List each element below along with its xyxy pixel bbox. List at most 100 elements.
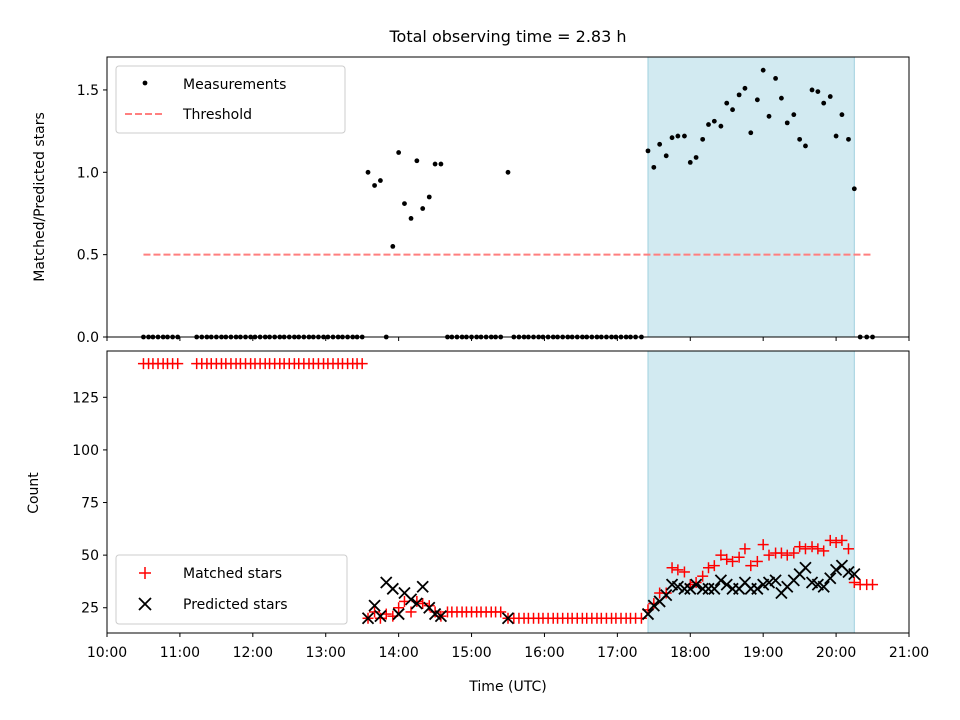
predicted-star-marker bbox=[714, 574, 728, 587]
matched-star-marker bbox=[666, 562, 678, 574]
measurement-point bbox=[505, 169, 511, 175]
measurement-point bbox=[365, 169, 371, 175]
matched-star-marker bbox=[374, 612, 386, 624]
x-tick-label: 11:00 bbox=[160, 645, 200, 661]
legend-measurements-marker bbox=[142, 80, 148, 86]
x-tick-label: 15:00 bbox=[451, 645, 491, 661]
measurement-point bbox=[724, 100, 730, 106]
measurement-point bbox=[420, 206, 426, 211]
measurement-point bbox=[687, 160, 693, 165]
measurement-point bbox=[651, 164, 657, 170]
count-legend-box bbox=[115, 554, 348, 625]
y-tick-label: 50 bbox=[81, 548, 99, 564]
ratio-legend: Measurements Threshold bbox=[115, 65, 346, 134]
measurement-point bbox=[736, 92, 742, 98]
measurement-point bbox=[773, 76, 778, 81]
measurement-point bbox=[675, 133, 681, 139]
measurement-point bbox=[760, 67, 766, 73]
measurement-point bbox=[827, 94, 833, 99]
predicted-star-marker bbox=[848, 567, 861, 581]
predicted-star-marker bbox=[368, 599, 381, 612]
matched-star-marker bbox=[393, 602, 405, 614]
measurement-point bbox=[378, 178, 383, 183]
matched-star-marker bbox=[697, 570, 709, 582]
matched-star-marker bbox=[794, 541, 806, 553]
matched-star-marker bbox=[721, 553, 733, 565]
matched-star-marker bbox=[635, 612, 647, 624]
measurement-point bbox=[839, 112, 845, 118]
measurement-point bbox=[663, 153, 669, 159]
measurement-point bbox=[754, 97, 760, 103]
matched-star-marker bbox=[818, 545, 830, 557]
measurement-point bbox=[711, 118, 717, 124]
matched-star-marker bbox=[733, 551, 745, 563]
y-tick-label: 1.0 bbox=[77, 165, 99, 181]
measurement-point bbox=[426, 194, 432, 200]
x-tick-label: 12:00 bbox=[233, 645, 273, 661]
legend-predicted-label: Predicted stars bbox=[183, 597, 288, 613]
matched-star-marker bbox=[788, 547, 800, 559]
matched-star-marker bbox=[781, 549, 793, 561]
predicted-star-marker bbox=[702, 582, 715, 595]
predicted-star-marker bbox=[404, 593, 418, 606]
matched-star-marker bbox=[757, 539, 769, 551]
matched-star-marker bbox=[836, 534, 848, 546]
predicted-star-marker bbox=[817, 580, 830, 593]
matched-star-marker bbox=[824, 534, 836, 546]
matched-star-marker bbox=[417, 598, 429, 610]
predicted-star-marker bbox=[392, 607, 405, 621]
matched-star-marker bbox=[799, 543, 811, 555]
matched-star-marker bbox=[848, 576, 860, 588]
measurement-point bbox=[432, 161, 438, 167]
measurement-point bbox=[402, 201, 407, 206]
measurement-point bbox=[700, 136, 706, 142]
matched-star-marker bbox=[812, 543, 824, 555]
x-tick-label: 10:00 bbox=[87, 645, 127, 661]
measurement-point bbox=[833, 133, 839, 139]
ratio-panel: 0.0 0.5 1.0 1.5 Total observing time = 2.83… bbox=[32, 27, 910, 346]
predicted-star-marker bbox=[434, 610, 448, 623]
measurement-point bbox=[706, 122, 711, 127]
measurement-point bbox=[742, 85, 748, 91]
predicted-star-marker bbox=[641, 607, 655, 621]
measurement-point bbox=[657, 141, 663, 147]
matched-star-marker bbox=[715, 549, 727, 561]
matched-star-marker bbox=[745, 560, 757, 572]
measurement-point bbox=[791, 112, 797, 118]
measurement-point bbox=[815, 89, 821, 94]
predicted-star-marker bbox=[720, 578, 733, 591]
x-tick-label: 20:00 bbox=[816, 645, 856, 661]
observing-time-span bbox=[647, 350, 855, 634]
measurement-point bbox=[821, 100, 827, 106]
measurement-point bbox=[438, 161, 444, 167]
measurement-point bbox=[766, 113, 772, 119]
legend-predicted-marker bbox=[138, 597, 152, 611]
matched-star-marker bbox=[806, 541, 818, 553]
x-tick-label: 18:00 bbox=[670, 645, 710, 661]
matched-star-marker bbox=[172, 358, 184, 370]
legend-matched-marker bbox=[139, 567, 151, 579]
predicted-star-marker bbox=[361, 612, 375, 625]
measurement-point bbox=[809, 87, 815, 93]
measurement-point bbox=[693, 155, 699, 160]
legend-matched-label: Matched stars bbox=[183, 566, 282, 582]
matched-star-marker bbox=[495, 606, 507, 618]
matched-star-marker bbox=[708, 560, 720, 572]
matched-star-marker bbox=[429, 606, 441, 618]
measurement-point bbox=[669, 135, 675, 141]
predicted-star-marker bbox=[416, 580, 429, 593]
predicted-star-marker bbox=[751, 582, 764, 595]
predicted-star-marker bbox=[660, 588, 673, 602]
measurement-point bbox=[779, 95, 784, 101]
matched-star-marker bbox=[727, 555, 739, 567]
matched-star-marker bbox=[739, 543, 751, 555]
measurement-point bbox=[730, 107, 735, 113]
measurement-point bbox=[408, 216, 414, 221]
ratio-y-axis-label: Matched/Predicted stars bbox=[32, 112, 48, 282]
y-tick-label: 0.5 bbox=[77, 248, 99, 264]
count-panel: 10:00 11:00 12:00 13:00 14:00 15:00 16:00 17:00… bbox=[26, 350, 929, 695]
x-tick-label: 13:00 bbox=[306, 645, 346, 661]
measurement-point bbox=[718, 123, 724, 129]
measurement-point bbox=[372, 183, 377, 188]
predicted-star-marker bbox=[386, 582, 399, 595]
